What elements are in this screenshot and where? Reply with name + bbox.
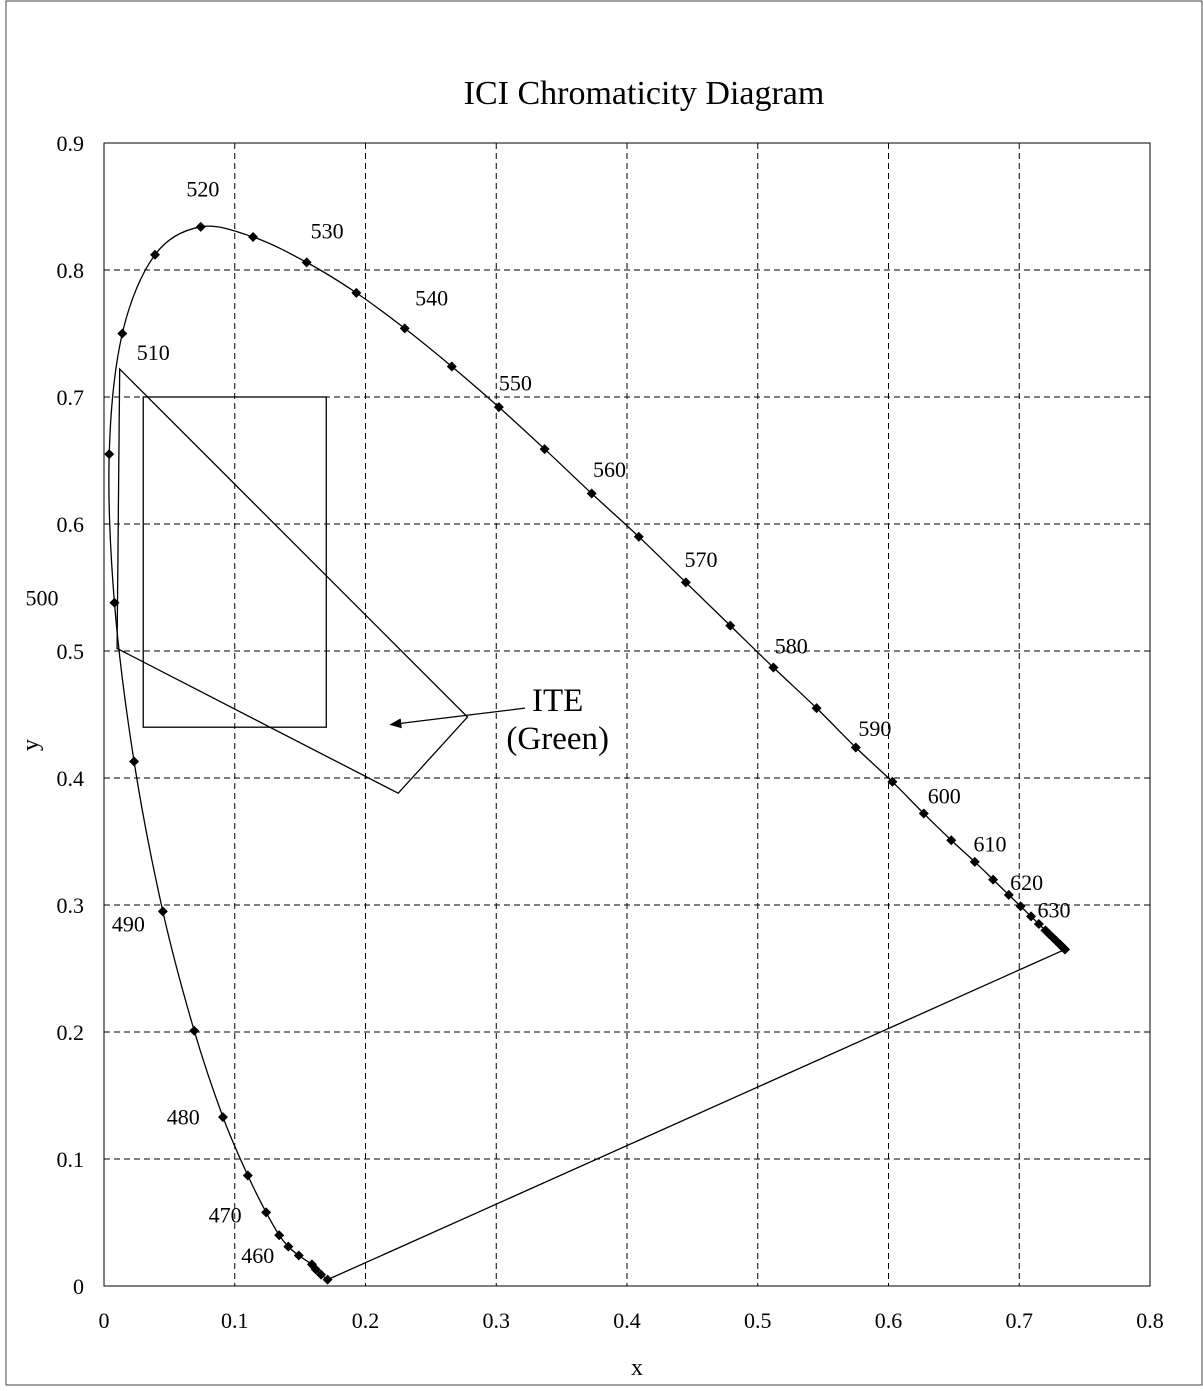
data-point: [293, 1250, 304, 1261]
data-point: [1060, 944, 1071, 955]
ite-rectangle: [142, 396, 327, 728]
x-axis-label: x: [631, 1355, 643, 1381]
x-tick-label: 0.8: [1136, 1308, 1164, 1333]
y-tick-label: 0.3: [57, 893, 85, 918]
wavelength-label: 590: [858, 716, 891, 741]
annotation-arrow: [389, 707, 526, 729]
wavelength-label: 470: [209, 1203, 242, 1228]
y-tick-label: 0: [73, 1274, 84, 1299]
data-point: [586, 488, 597, 499]
y-axis: 0 0.1 0.2 0.3 0.4 0.5 0.6 0.7 0.8 0.9: [57, 131, 85, 1299]
data-point: [351, 287, 362, 298]
wavelength-labels: 460 470 480 490 500 510 520 530 540 550 560 570 580 5…: [26, 176, 1071, 1268]
data-point: [446, 361, 457, 372]
data-point: [969, 856, 980, 867]
x-tick-label: 0.4: [613, 1308, 641, 1333]
data-point: [493, 402, 504, 413]
wavelength-label: 580: [775, 634, 808, 659]
data-point: [242, 1170, 253, 1181]
data-point: [129, 756, 140, 767]
y-tick-label: 0.6: [57, 512, 85, 537]
y-tick-label: 0.7: [57, 385, 85, 410]
data-point: [217, 1112, 228, 1123]
x-tick-label: 0.6: [875, 1308, 903, 1333]
x-tick-label: 0.3: [483, 1308, 511, 1333]
data-point: [768, 662, 779, 673]
data-point: [104, 449, 115, 460]
grid: [104, 143, 1150, 1286]
data-point: [399, 323, 410, 334]
series: [104, 221, 1071, 1285]
x-tick-label: 0.2: [352, 1308, 380, 1333]
data-point: [261, 1207, 272, 1218]
y-tick-label: 0.8: [57, 258, 85, 283]
x-tick-label: 0.1: [221, 1308, 249, 1333]
data-point: [322, 1274, 333, 1285]
y-tick-label: 0.4: [57, 766, 85, 791]
data-point: [918, 808, 929, 819]
annotation-text-ite: ITE: [532, 683, 583, 719]
data-point: [316, 1269, 327, 1280]
data-point: [946, 835, 957, 846]
wavelength-label: 540: [415, 286, 448, 311]
wavelength-label: 520: [186, 176, 219, 201]
wavelength-label: 620: [1010, 870, 1043, 895]
data-point: [539, 444, 550, 455]
data-point: [988, 874, 999, 885]
chart-title: ICI Chromaticity Diagram: [464, 75, 825, 112]
figure-border: [5, 0, 1203, 1386]
data-point: [189, 1025, 200, 1036]
wavelength-label: 530: [311, 218, 344, 243]
data-point: [283, 1241, 294, 1252]
data-point: [680, 577, 691, 588]
data-point: [248, 231, 259, 242]
data-point: [149, 249, 160, 260]
data-point: [811, 703, 822, 714]
y-tick-label: 0.1: [57, 1147, 85, 1172]
y-tick-label: 0.5: [57, 639, 85, 664]
wavelength-label: 600: [928, 783, 961, 808]
data-point: [1015, 901, 1026, 912]
data-point: [1033, 919, 1044, 930]
data-point: [195, 221, 206, 232]
y-tick-label: 0.9: [57, 131, 85, 156]
purple-line: [327, 948, 1066, 1281]
x-tick-label: 0.7: [1006, 1308, 1034, 1333]
y-axis-label: y: [18, 739, 44, 751]
wavelength-label: 630: [1038, 898, 1071, 923]
wavelength-label: 570: [685, 547, 718, 572]
ite-quadrilateral: [116, 367, 469, 795]
data-point: [725, 620, 736, 631]
plot-area: [103, 142, 1151, 1287]
wavelength-label: 490: [112, 912, 145, 937]
data-point: [306, 1259, 317, 1270]
wavelength-label: 610: [973, 832, 1006, 857]
data-point: [850, 742, 861, 753]
data-point: [274, 1230, 285, 1241]
data-point: [117, 328, 128, 339]
data-point: [887, 776, 898, 787]
x-axis: 0 0.1 0.2 0.3 0.4 0.5 0.6 0.7 0.8: [99, 1308, 1164, 1333]
data-point: [1003, 889, 1014, 900]
wavelength-label: 560: [593, 457, 626, 482]
wavelength-label: 480: [167, 1105, 200, 1130]
x-tick-label: 0: [99, 1308, 110, 1333]
wavelength-label: 550: [499, 371, 532, 396]
data-point: [301, 257, 312, 268]
y-tick-label: 0.2: [57, 1020, 85, 1045]
wavelength-label: 510: [137, 340, 170, 365]
data-point: [1026, 911, 1037, 922]
wavelength-label: 500: [26, 585, 59, 610]
annotation-text-green: (Green): [506, 721, 609, 757]
ite-annotation: ITE (Green): [389, 683, 609, 757]
wavelength-label: 460: [241, 1243, 274, 1268]
data-point: [633, 531, 644, 542]
x-tick-label: 0.5: [744, 1308, 772, 1333]
data-point: [157, 906, 168, 917]
